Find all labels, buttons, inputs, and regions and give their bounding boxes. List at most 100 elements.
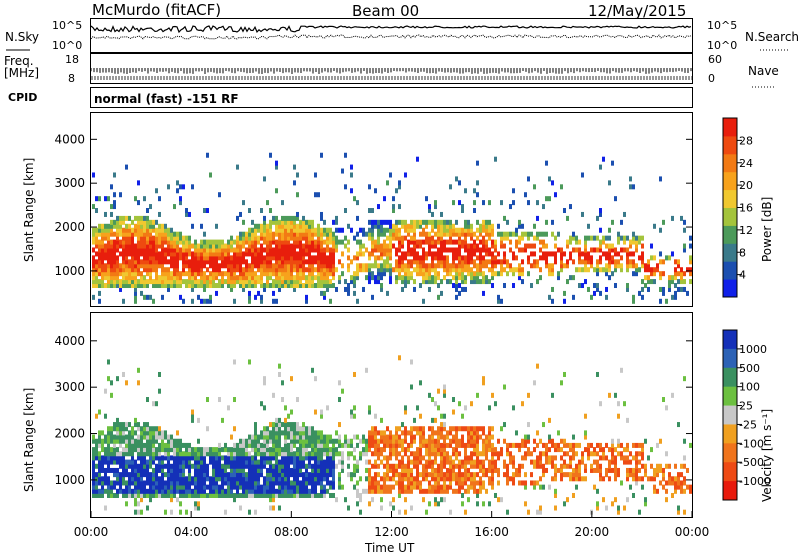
heat-cell (275, 298, 278, 304)
heat-cell (461, 286, 464, 292)
heat-cell (227, 488, 230, 494)
heat-cell (332, 235, 335, 241)
heat-cell (167, 251, 170, 257)
heat-cell (554, 488, 557, 494)
heat-cell (584, 413, 587, 419)
heat-cell (650, 255, 653, 261)
heat-cell (347, 286, 350, 292)
heat-cell (194, 447, 197, 453)
heat-cell (503, 231, 506, 237)
heat-cell (359, 438, 362, 444)
heat-cell (269, 247, 272, 253)
heat-cell (230, 279, 233, 285)
heat-cell (611, 438, 614, 444)
heat-cell (356, 492, 359, 498)
heat-cell (659, 286, 662, 292)
heat-cell (437, 231, 440, 237)
heat-cell (287, 492, 290, 498)
heat-cell (290, 376, 293, 382)
heat-cell (482, 472, 485, 478)
heat-cell (329, 492, 332, 498)
heat-cell (284, 267, 287, 273)
heat-cell (314, 283, 317, 289)
heat-cell (284, 279, 287, 285)
heat-cell (509, 455, 512, 461)
heat-cell (143, 243, 146, 249)
heat-cell (182, 184, 185, 190)
heat-cell (455, 434, 458, 440)
heat-cell (104, 467, 107, 473)
heat-cell (242, 459, 245, 465)
heat-cell (164, 251, 167, 257)
heat-cell (323, 279, 326, 285)
heat-cell (185, 259, 188, 265)
heat-cell (122, 279, 125, 285)
heat-cell (563, 438, 566, 444)
heat-cell (461, 484, 464, 490)
heat-cell (179, 442, 182, 448)
heat-cell (92, 492, 95, 498)
heat-cell (524, 484, 527, 490)
heat-cell (248, 235, 251, 241)
heat-cell (281, 263, 284, 269)
heat-cell (389, 271, 392, 277)
heat-cell (188, 251, 191, 257)
heat-cell (158, 283, 161, 289)
heat-cell (425, 438, 428, 444)
heat-cell (164, 442, 167, 448)
heat-cell (269, 283, 272, 289)
heat-cell (446, 467, 449, 473)
heat-cell (428, 426, 431, 432)
heat-cell (332, 480, 335, 486)
heat-cell (179, 484, 182, 490)
heat-cell (212, 467, 215, 473)
heat-cell (473, 442, 476, 448)
heat-cell (272, 426, 275, 432)
heat-cell (176, 442, 179, 448)
heat-cell (134, 467, 137, 473)
heat-cell (125, 279, 128, 285)
heat-cell (257, 459, 260, 465)
heat-cell (419, 455, 422, 461)
heat-cell (308, 227, 311, 233)
heat-cell (128, 434, 131, 440)
heat-cell (407, 472, 410, 478)
heat-cell (398, 247, 401, 253)
heat-cell (104, 388, 107, 394)
heat-cell (314, 430, 317, 436)
heat-cell (137, 243, 140, 249)
heat-cell (140, 215, 143, 221)
heat-cell (446, 219, 449, 225)
heat-cell (683, 227, 686, 233)
heat-cell (164, 255, 167, 261)
colorbar-tick-label: 20 (739, 179, 753, 192)
heat-cell (542, 231, 545, 237)
heat-cell (575, 463, 578, 469)
heat-cell (98, 467, 101, 473)
heat-cell (287, 413, 290, 419)
heat-cell (440, 467, 443, 473)
heat-cell (632, 231, 635, 237)
freq-tick-top: 18 (65, 53, 79, 66)
heat-cell (449, 227, 452, 233)
heat-cell (449, 239, 452, 245)
heat-cell (467, 271, 470, 277)
heat-cell (452, 488, 455, 494)
heat-cell (161, 283, 164, 289)
heat-cell (449, 219, 452, 225)
heat-cell (131, 263, 134, 269)
heat-cell (278, 422, 281, 428)
heat-cell (482, 235, 485, 241)
heat-cell (476, 275, 479, 281)
heat-cell (458, 275, 461, 281)
heat-cell (191, 259, 194, 265)
heat-cell (95, 472, 98, 478)
heat-cell (104, 283, 107, 289)
heat-cell (272, 239, 275, 245)
heat-cell (248, 509, 251, 515)
heat-cell (209, 476, 212, 482)
heat-cell (122, 271, 125, 277)
heat-cell (338, 442, 341, 448)
heat-cell (230, 259, 233, 265)
heat-cell (245, 283, 248, 289)
